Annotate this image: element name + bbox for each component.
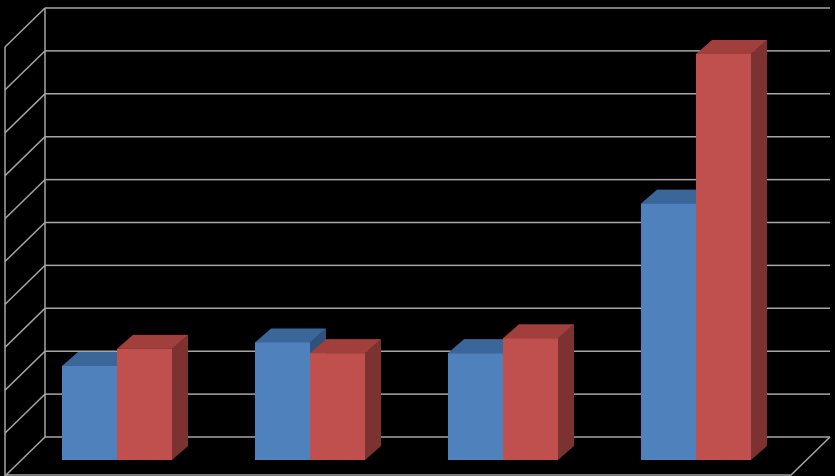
side-wall-gridline <box>4 93 46 134</box>
bar-s2-c1 <box>117 348 172 460</box>
side-wall-gridline <box>4 350 46 391</box>
bar-top-s1-c2 <box>255 328 326 343</box>
bar-top-s2-c4 <box>696 40 767 54</box>
side-wall-gridline <box>4 307 46 348</box>
floor-right-edge <box>789 436 831 476</box>
bar-s2-c2 <box>310 353 365 460</box>
bar-s1-c4 <box>641 203 696 460</box>
bar-top-s2-c3 <box>503 324 574 339</box>
bar-top-s2-c2 <box>310 339 381 354</box>
side-wall-gridline <box>4 264 46 305</box>
bar-s2-c4 <box>696 54 751 460</box>
side-wall-gridline <box>4 136 46 177</box>
bar-top-s1-c1 <box>62 351 133 366</box>
bar-side-s2-c2 <box>365 339 381 460</box>
side-wall-gridline <box>4 393 46 434</box>
side-wall-gridline <box>4 436 46 476</box>
side-wall-gridline <box>4 50 46 91</box>
bar-side-s2-c4 <box>751 40 767 460</box>
bar-top-s1-c4 <box>641 189 712 204</box>
bar-s1-c2 <box>255 342 310 460</box>
side-wall-gridline <box>4 7 46 48</box>
bar-s2-c3 <box>503 338 558 460</box>
bar-top-s1-c3 <box>448 339 519 354</box>
bar-top-s2-c1 <box>117 334 188 349</box>
bar-s1-c1 <box>62 365 117 460</box>
side-wall-gridline <box>4 221 46 263</box>
bar-side-s2-c1 <box>172 334 188 460</box>
bar-side-s2-c3 <box>558 324 574 460</box>
bar-s1-c3 <box>448 353 503 460</box>
side-wall-gridline <box>4 179 46 220</box>
